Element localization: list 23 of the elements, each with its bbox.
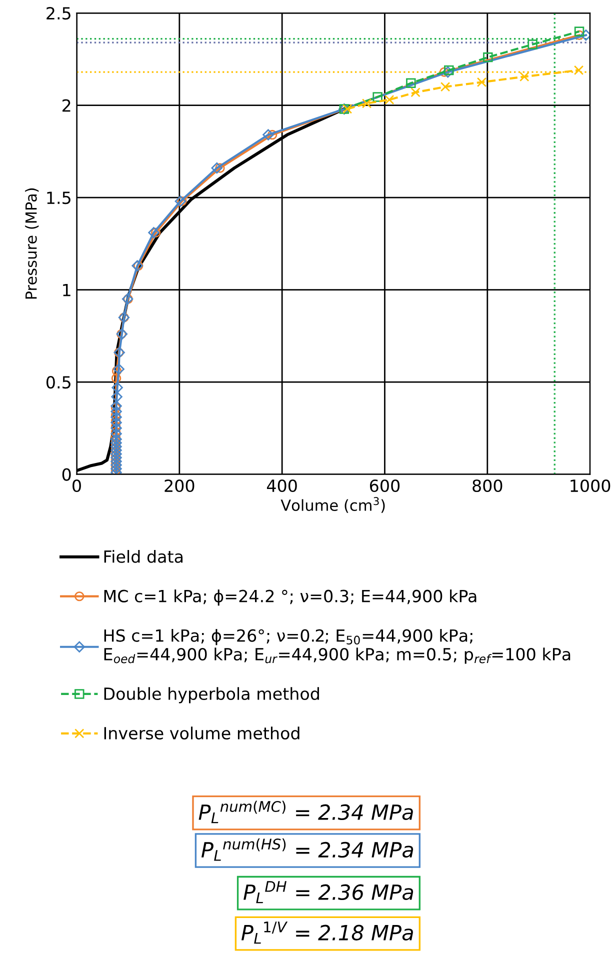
text: P$_{L}$$^{num(HS)}$ = 2.34 MPa <box>201 838 414 861</box>
y-tick-label: 1 <box>63 284 70 296</box>
y-tick-label: 2.5 <box>46 6 70 20</box>
x-tick-label: 200 <box>164 479 194 492</box>
x-tick-label: 400 <box>266 479 297 492</box>
legend-label: Inverse volume method <box>104 726 300 740</box>
legend-label: Field data <box>104 550 183 563</box>
x-tick-label: 600 <box>370 479 400 492</box>
y-axis-title: Pressure (MPa) <box>25 188 39 299</box>
y-tick-label: 0.5 <box>46 376 70 389</box>
x-axis-title: Volume (cm$^{3}$) <box>280 497 385 513</box>
legend-label: MC c=1 kPa; ϕ=24.2 °; ν=0.3; E=44,900 kPa <box>104 589 476 606</box>
y-tick-label: 0 <box>62 468 71 481</box>
x-tick-label: 1000 <box>570 479 610 492</box>
text: P$_{L}$$^{DH}$ = 2.36 MPa <box>244 881 414 904</box>
text: P$_{L}$$^{1/V}$ = 2.18 MPa <box>241 922 413 944</box>
legend-label: Double hyperbola method <box>104 687 319 704</box>
text: P$_{L}$$^{num(MC)}$ = 2.34 MPa <box>198 800 413 824</box>
x-tick-label: 800 <box>472 479 502 492</box>
y-tick-label: 2 <box>62 99 70 112</box>
x-tick-label: 0 <box>72 479 81 492</box>
y-tick-label: 1.5 <box>47 192 70 204</box>
text: HS c=1 kPa; ϕ=26°; ν=0.2; E$_{50}$=44,900 kPa; E$_{oed}$=44,900 kPa; E$_{ur}$=44,900 kPa; m=0.5; p$_{ref}$=100 kPa <box>104 628 570 664</box>
